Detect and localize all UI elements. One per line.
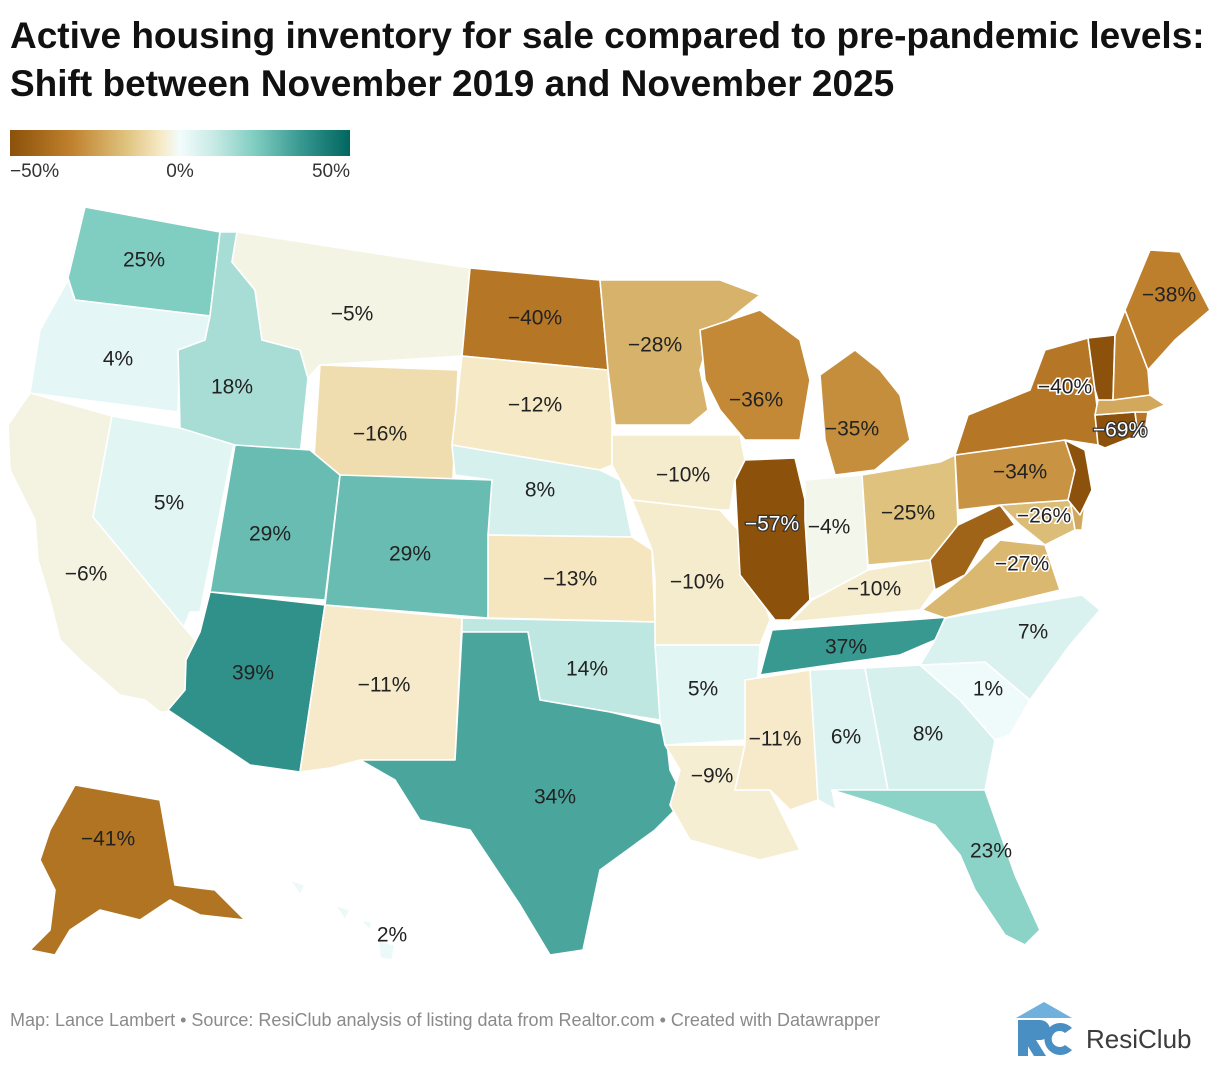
brand-name: ResiClub [1086,1024,1192,1054]
state-label-maryland: −26% [1017,505,1071,528]
state-label-oregon: 4% [103,348,133,371]
state-label-maine: −38% [1142,284,1196,307]
state-label-wyoming: −16% [353,423,407,446]
footer-credit: Map: Lance Lambert • Source: ResiClub an… [10,1010,881,1030]
state-label-utah: 29% [249,523,291,546]
state-minnesota[interactable] [599,279,761,426]
state-label-indiana: −4% [808,516,851,539]
state-label-new-mexico: −11% [358,674,411,697]
state-label-oklahoma: 14% [566,658,608,681]
state-label-south-carolina: 1% [973,678,1003,701]
resiclub-logo-icon [1016,1002,1072,1056]
state-missouri[interactable] [631,499,771,646]
state-label-arkansas: 5% [688,678,718,701]
us-map: 25% 4% −6% 5% 18% −5% −16% 29% 39% 29% −11% −40% −12… [7,206,1211,961]
chart-title: Active housing inventory for sale compar… [10,15,1205,104]
state-label-alabama: 6% [831,726,861,749]
state-label-colorado: 29% [389,543,431,566]
state-label-texas: 34% [534,786,576,809]
legend-gradient-bar [10,130,350,156]
state-label-nevada: 5% [154,492,184,515]
state-michigan[interactable] [819,349,911,476]
state-label-connecticut: −69% [1093,419,1147,442]
legend-tick-mid: 0% [166,161,194,182]
state-tennessee[interactable] [759,616,951,676]
state-label-louisiana: −9% [691,765,734,788]
state-label-hawaii: 2% [377,924,407,947]
state-label-georgia: 8% [913,723,943,746]
state-label-arizona: 39% [232,662,274,685]
state-label-kansas: −13% [543,568,597,591]
state-new-jersey[interactable] [1064,439,1093,516]
state-label-tennessee: 37% [825,636,867,659]
state-label-missouri: −10% [670,571,724,594]
legend-tick-min: −50% [10,161,60,182]
state-label-california: −6% [65,563,108,586]
state-label-virginia: −27% [995,553,1049,576]
color-legend: −50% 0% 50% [10,130,350,185]
state-label-north-dakota: −40% [508,307,562,330]
state-maine[interactable] [1124,249,1211,371]
state-label-mississippi: −11% [749,728,802,751]
state-label-idaho: 18% [211,376,253,399]
state-label-wisconsin: −36% [729,389,783,412]
state-label-kentucky: −10% [847,578,901,601]
state-label-south-dakota: −12% [508,394,562,417]
state-hawaii[interactable] [289,879,396,961]
state-label-new-york: −40% [1038,376,1092,399]
state-alaska[interactable] [29,784,246,956]
state-label-michigan: −35% [825,418,879,441]
state-new-hampshire[interactable] [1112,309,1151,401]
state-west-virginia[interactable] [929,504,1016,591]
state-label-minnesota: −28% [628,334,682,357]
state-kansas[interactable] [487,534,656,623]
state-north-carolina[interactable] [919,594,1101,701]
state-label-north-carolina: 7% [1018,621,1048,644]
state-texas[interactable] [359,631,686,956]
state-label-pennsylvania: −34% [993,461,1047,484]
state-florida[interactable] [831,789,1041,946]
state-label-nebraska: 8% [525,479,555,502]
state-label-alaska: −41% [81,828,135,851]
state-label-illinois: −57% [745,513,799,536]
state-vermont[interactable] [1087,334,1116,401]
legend-tick-max: 50% [311,161,350,182]
state-wisconsin[interactable] [699,309,811,441]
legend-ticks: −50% 0% 50% [10,161,350,185]
state-label-iowa: −10% [656,464,710,487]
state-label-washington: 25% [123,249,165,272]
state-label-montana: −5% [331,303,374,326]
resiclub-brand: ResiClub [1014,1000,1214,1060]
state-label-florida: 23% [970,840,1012,863]
state-illinois[interactable] [734,457,811,621]
state-label-ohio: −25% [881,502,935,525]
